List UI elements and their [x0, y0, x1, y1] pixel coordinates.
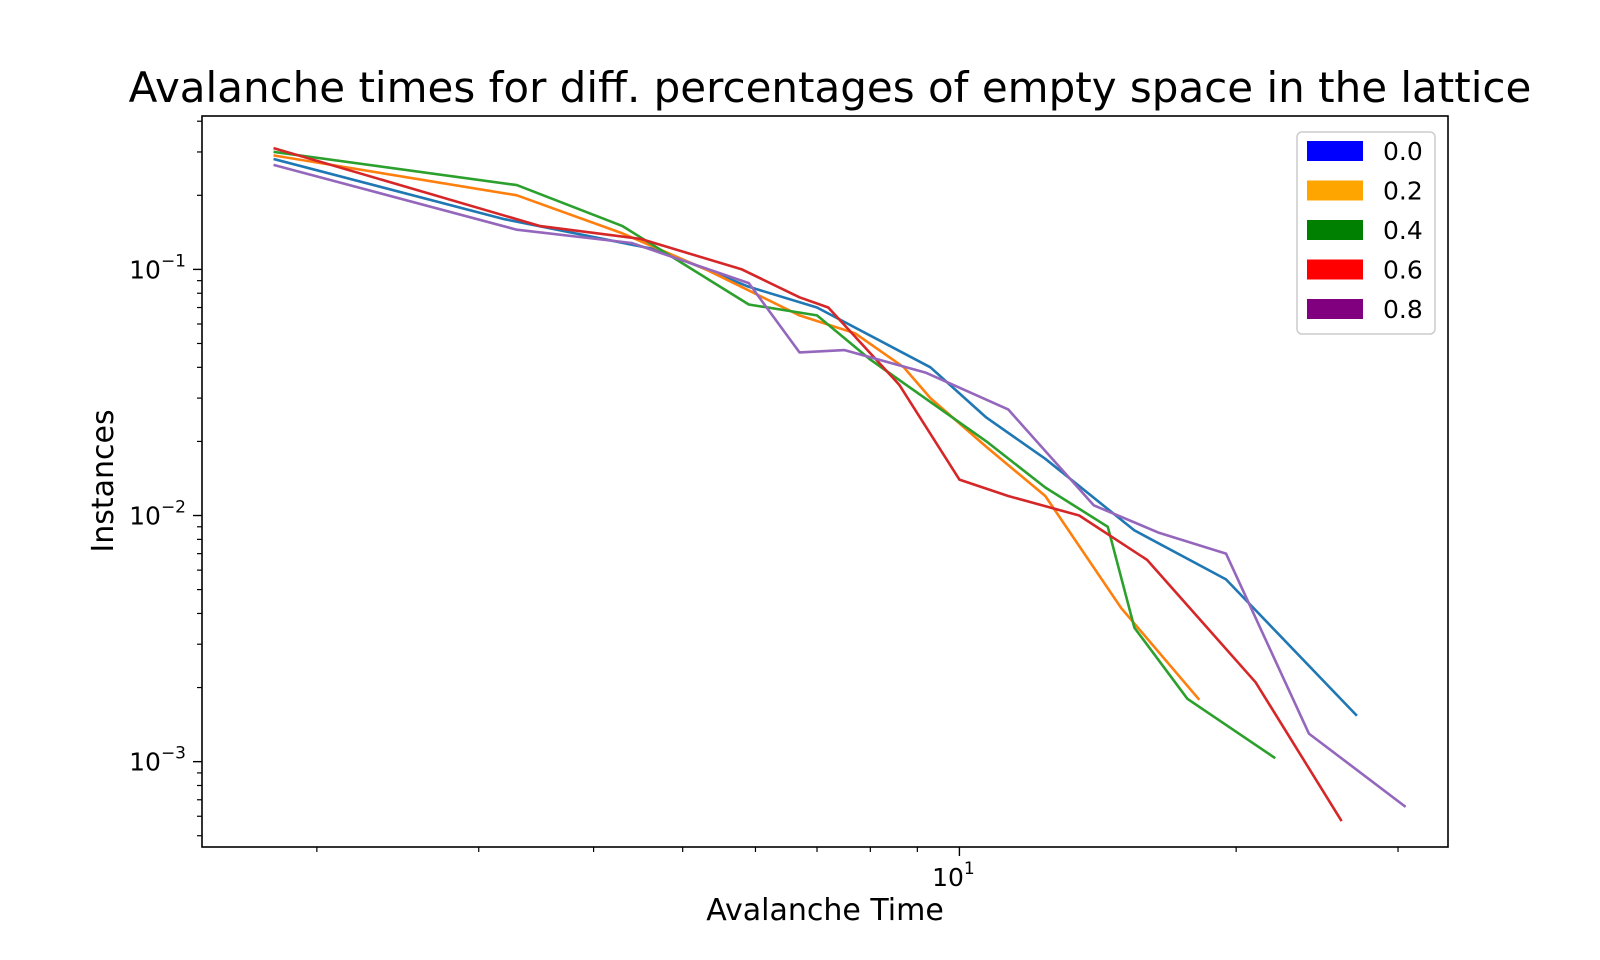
y-tick-label: 10−1 [129, 251, 186, 284]
series-line-3 [273, 146, 1343, 822]
legend-label-0: 0.0 [1383, 137, 1423, 166]
y-tick-label: 10−3 [129, 744, 186, 777]
series-line-4 [273, 163, 1407, 808]
series-line-1 [273, 154, 1201, 701]
legend-swatch-1 [1307, 180, 1363, 201]
x-axis-label: Avalanche Time [706, 893, 944, 928]
x-tick-label: 101 [932, 859, 975, 892]
legend-label-3: 0.6 [1383, 256, 1423, 285]
y-axis-label: Instances [86, 409, 121, 552]
plot-area [201, 115, 1449, 848]
legend-label-4: 0.8 [1383, 295, 1423, 324]
y-tick-label: 10−2 [129, 498, 186, 531]
y-axis: 10−1 10−2 10−3 [129, 120, 202, 837]
legend-swatch-3 [1307, 259, 1363, 280]
series-line-2 [273, 150, 1277, 760]
legend-swatch-0 [1307, 141, 1363, 161]
legend-swatch-2 [1307, 220, 1363, 240]
legend-label-1: 0.2 [1383, 177, 1423, 206]
legend: 0.0 0.2 0.4 0.6 0.8 [1296, 131, 1436, 335]
series-layer [273, 146, 1407, 822]
chart-title: Avalanche times for diff. percentages of… [129, 63, 1532, 112]
series-line-0 [273, 157, 1358, 717]
legend-swatch-4 [1307, 299, 1363, 319]
legend-label-2: 0.4 [1383, 216, 1423, 245]
x-axis: 101 [316, 847, 1399, 892]
